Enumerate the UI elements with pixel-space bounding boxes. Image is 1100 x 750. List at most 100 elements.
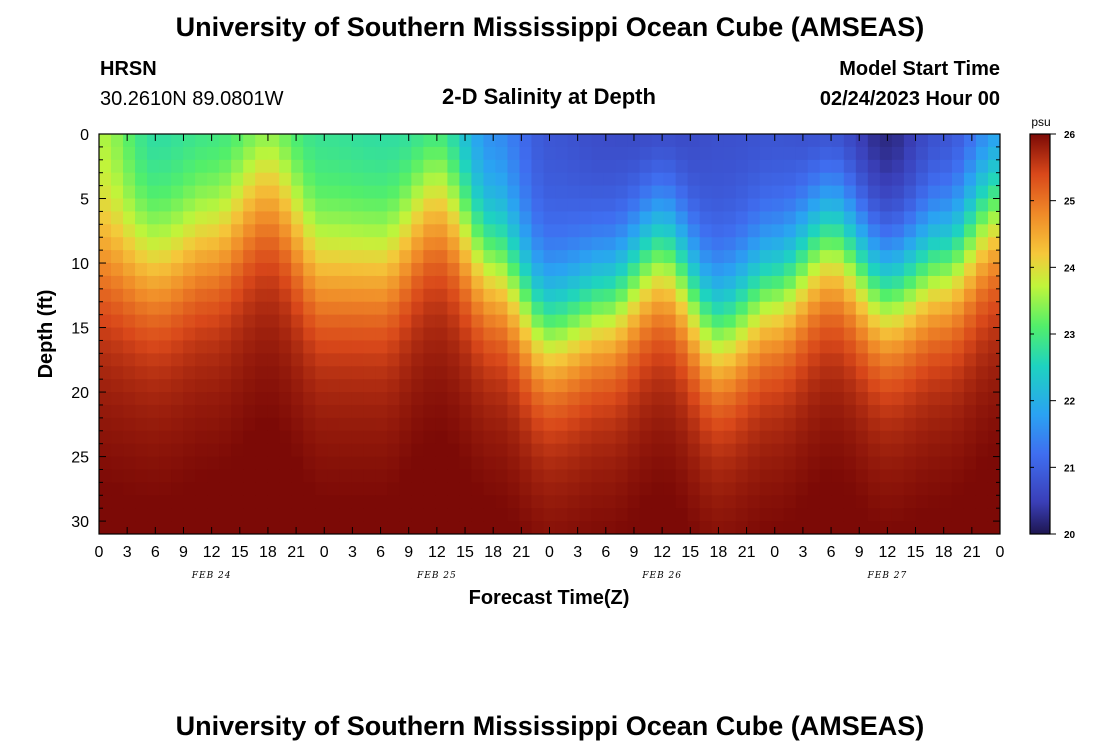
heatmap-cell bbox=[903, 237, 917, 251]
heatmap-cell bbox=[819, 521, 833, 534]
x-tick-label: 15 bbox=[681, 544, 699, 561]
colorbar-tick-label: 26 bbox=[1064, 130, 1076, 141]
heatmap-cell bbox=[135, 443, 148, 458]
heatmap-cell bbox=[267, 301, 280, 316]
heatmap-cell bbox=[903, 456, 917, 471]
heatmap-cell bbox=[459, 327, 473, 342]
heatmap-cell bbox=[135, 250, 148, 264]
heatmap-cell bbox=[891, 263, 905, 277]
heatmap-cell bbox=[243, 469, 256, 483]
heatmap-cell bbox=[975, 392, 989, 406]
heatmap-cell bbox=[675, 366, 689, 380]
x-tick-label: 12 bbox=[878, 544, 896, 561]
heatmap-cell bbox=[843, 508, 857, 522]
heatmap-cell bbox=[939, 211, 953, 225]
heatmap-cell bbox=[963, 430, 977, 445]
heatmap-cell bbox=[615, 198, 629, 213]
heatmap-cell bbox=[327, 521, 340, 534]
heatmap-cell bbox=[927, 237, 941, 251]
heatmap-cell bbox=[183, 314, 196, 329]
heatmap-cell bbox=[423, 301, 436, 316]
heatmap-cell bbox=[207, 301, 220, 316]
heatmap-cell bbox=[423, 263, 436, 277]
heatmap-cell bbox=[159, 508, 172, 522]
heatmap-cell bbox=[159, 443, 172, 458]
heatmap-cell bbox=[339, 159, 352, 174]
heatmap-cell bbox=[831, 392, 845, 406]
heatmap-cell bbox=[363, 263, 376, 277]
heatmap-cell bbox=[399, 366, 412, 380]
heatmap-cell bbox=[747, 250, 761, 264]
heatmap-cell bbox=[99, 353, 112, 367]
heatmap-cell bbox=[531, 134, 545, 148]
heatmap-cell bbox=[327, 366, 340, 380]
heatmap-cell bbox=[555, 134, 569, 148]
heatmap-cell bbox=[519, 521, 533, 534]
heatmap-cell bbox=[471, 327, 485, 342]
heatmap-cell bbox=[783, 469, 797, 483]
heatmap-cell bbox=[207, 340, 220, 354]
heatmap-cell bbox=[855, 263, 869, 277]
heatmap-cell bbox=[687, 211, 701, 225]
heatmap-cell bbox=[807, 392, 821, 406]
heatmap-cell bbox=[387, 353, 400, 367]
heatmap-cell bbox=[855, 250, 869, 264]
heatmap-cell bbox=[291, 417, 304, 432]
heatmap-cell bbox=[279, 417, 292, 432]
heatmap-cell bbox=[411, 379, 424, 393]
heatmap-cell bbox=[291, 198, 304, 213]
heatmap-cell bbox=[867, 456, 881, 471]
heatmap-cell bbox=[231, 211, 244, 225]
heatmap-cell bbox=[783, 224, 797, 238]
heatmap-cell bbox=[123, 275, 136, 290]
heatmap-cell bbox=[891, 275, 905, 290]
heatmap-cell bbox=[315, 521, 328, 534]
heatmap-cell bbox=[459, 250, 473, 264]
heatmap-cell bbox=[615, 237, 629, 251]
heatmap-cell bbox=[303, 146, 316, 161]
heatmap-cell bbox=[795, 404, 809, 419]
heatmap-cell bbox=[831, 275, 845, 290]
x-tick-label: 15 bbox=[456, 544, 474, 561]
heatmap-cell bbox=[543, 288, 557, 303]
heatmap-cell bbox=[747, 185, 761, 200]
heatmap-cell bbox=[927, 392, 941, 406]
heatmap-cell bbox=[339, 288, 352, 303]
heatmap-cell bbox=[411, 392, 424, 406]
colorbar-tick-label: 21 bbox=[1064, 463, 1076, 474]
heatmap-cell bbox=[843, 224, 857, 238]
colorbar-tick-label: 23 bbox=[1064, 330, 1076, 341]
heatmap-cell bbox=[123, 443, 136, 458]
heatmap-cell bbox=[267, 263, 280, 277]
heatmap-cell bbox=[591, 224, 605, 238]
heatmap-cell bbox=[771, 327, 785, 342]
heatmap-cell bbox=[459, 353, 473, 367]
heatmap-cell bbox=[255, 237, 268, 251]
heatmap-cell bbox=[831, 404, 845, 419]
heatmap-cell bbox=[987, 379, 1000, 393]
heatmap-cell bbox=[255, 211, 268, 225]
heatmap-cell bbox=[99, 275, 112, 290]
heatmap-cell bbox=[471, 301, 485, 316]
heatmap-cell bbox=[711, 172, 725, 187]
heatmap-cell bbox=[159, 521, 172, 534]
heatmap-cell bbox=[531, 469, 545, 483]
heatmap-cell bbox=[447, 456, 460, 471]
heatmap-cell bbox=[123, 288, 136, 303]
heatmap-cell bbox=[231, 288, 244, 303]
heatmap-cell bbox=[627, 430, 641, 445]
heatmap-cell bbox=[183, 275, 196, 290]
heatmap-cell bbox=[339, 404, 352, 419]
heatmap-cell bbox=[843, 417, 857, 432]
heatmap-cell bbox=[975, 275, 989, 290]
heatmap-cell bbox=[723, 340, 737, 354]
heatmap-cell bbox=[543, 263, 557, 277]
heatmap-cell bbox=[939, 430, 953, 445]
heatmap-cell bbox=[867, 443, 881, 458]
heatmap-cell bbox=[507, 185, 521, 200]
heatmap-cell bbox=[591, 379, 605, 393]
heatmap-cell bbox=[867, 392, 881, 406]
heatmap-cell bbox=[147, 327, 160, 342]
heatmap-cell bbox=[759, 288, 773, 303]
heatmap-cell bbox=[555, 159, 569, 174]
